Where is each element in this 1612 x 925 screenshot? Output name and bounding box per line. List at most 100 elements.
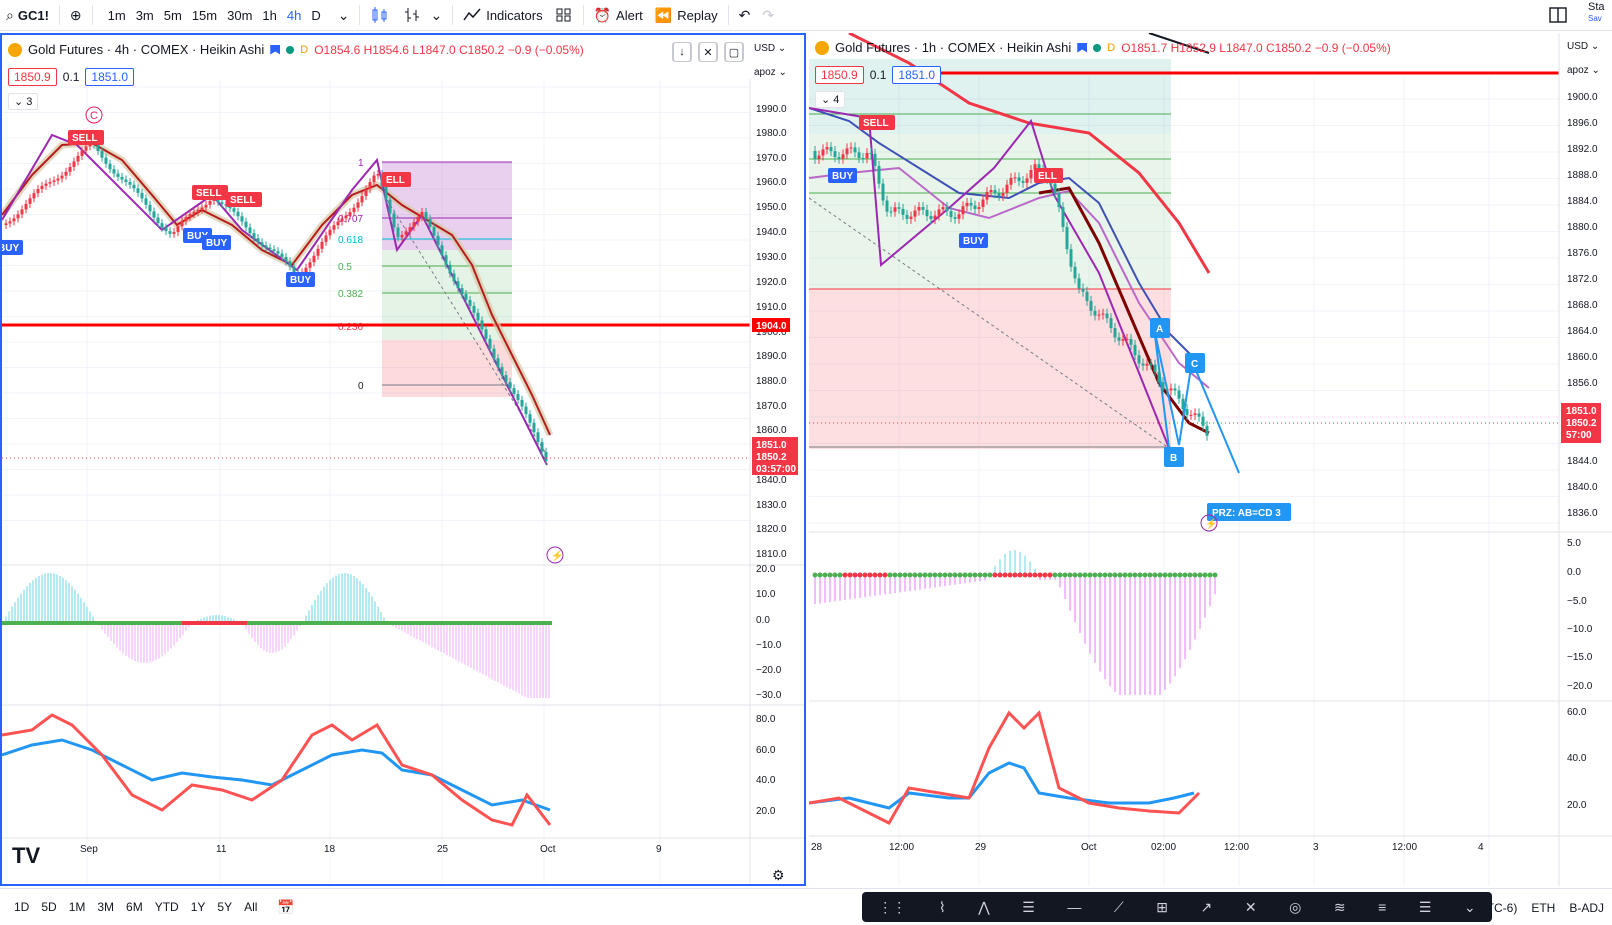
long-position-icon[interactable]: ⊞ xyxy=(1156,898,1168,915)
range-1m[interactable]: 1M xyxy=(68,900,86,914)
range-5y[interactable]: 5Y xyxy=(217,900,233,914)
chart-type-button[interactable] xyxy=(364,0,396,31)
ray-icon[interactable]: ↗ xyxy=(1200,898,1213,915)
sell-price-button[interactable]: 1850.9 xyxy=(8,68,57,86)
undo-button[interactable]: ↶ xyxy=(733,0,757,31)
horizontal-line-icon[interactable]: — xyxy=(1067,899,1082,915)
chart-settings-button[interactable]: ⚙ xyxy=(772,867,785,884)
range-1d[interactable]: 1D xyxy=(14,900,30,914)
flag-icon[interactable] xyxy=(1077,42,1088,53)
osc-dot xyxy=(1042,572,1048,578)
lightning-marker[interactable] xyxy=(546,546,564,564)
maximize-pane-button[interactable]: ▢ xyxy=(724,42,744,62)
chart-canvas-1h[interactable]: SELL BUY BUY ELL A B C PRZ: AB=CD 3⚡ 1900.0 1896.… xyxy=(809,33,1612,886)
flag-icon[interactable] xyxy=(270,44,281,55)
timeframe-d[interactable]: D xyxy=(311,7,321,23)
price-tick: 1870.0 xyxy=(756,401,787,412)
symbol-search[interactable]: ⌕ GC1! xyxy=(0,0,55,31)
start-trial-button[interactable]: Sta Sav xyxy=(1588,2,1612,24)
candle xyxy=(821,149,825,156)
goto-date-button[interactable]: 📅 xyxy=(277,899,294,916)
bar-style-button[interactable]: ⌄ xyxy=(396,0,448,31)
timeframe-3m[interactable]: 3m xyxy=(135,7,154,23)
timeframe-5m[interactable]: 5m xyxy=(163,7,182,23)
timeframe-1h[interactable]: 1h xyxy=(262,7,277,23)
tradingview-logo[interactable]: TV xyxy=(12,843,41,868)
chart-pane-1h[interactable]: SELL BUY BUY ELL A B C PRZ: AB=CD 3 ⚡ 1900.0 1896.… xyxy=(809,33,1612,886)
chevron-down-icon[interactable]: ⌄ xyxy=(1463,898,1476,915)
range-3m[interactable]: 3M xyxy=(97,900,115,914)
timeframe-dropdown[interactable]: ⌄ xyxy=(332,0,356,31)
session-toggle[interactable]: ETH xyxy=(1531,900,1556,915)
trend-line-icon[interactable]: ⟋ xyxy=(1113,898,1124,915)
fib-channel-icon[interactable]: ≋ xyxy=(1333,898,1346,915)
osc-dot xyxy=(1152,572,1158,578)
candle xyxy=(949,211,953,218)
gold-logo-icon xyxy=(815,40,829,55)
redo-button[interactable]: ↷ xyxy=(756,0,780,31)
chart-canvas-4h[interactable]: 1 0.707 0.618 0.5 0.382 0.236 0 SELL SELL SELL BUY… xyxy=(2,35,804,884)
range-5d[interactable]: 5D xyxy=(41,900,57,914)
osc-dot xyxy=(982,572,988,578)
unit-selector[interactable]: apoz ⌄ xyxy=(754,67,804,78)
lightning-marker[interactable] xyxy=(1200,514,1218,532)
osc-dot xyxy=(987,572,993,578)
sell-price-button[interactable]: 1850.9 xyxy=(815,66,864,84)
candle xyxy=(368,182,372,190)
range-1y[interactable]: 1Y xyxy=(190,900,206,914)
panel-toggle-button[interactable] xyxy=(1548,5,1568,28)
buy-price-button[interactable]: 1851.0 xyxy=(85,68,135,86)
bars-icon xyxy=(405,8,420,22)
timeframe-15m[interactable]: 15m xyxy=(191,7,218,23)
abc-pattern-icon[interactable]: ⋀ xyxy=(978,898,990,915)
candle xyxy=(1005,184,1009,193)
candle xyxy=(977,207,981,209)
range-all[interactable]: All xyxy=(244,900,258,914)
candle xyxy=(1189,414,1193,416)
move-down-button[interactable]: ↓ xyxy=(672,42,692,62)
gann-icon[interactable]: ≡ xyxy=(1378,899,1387,915)
range-ytd[interactable]: YTD xyxy=(154,900,179,914)
candle xyxy=(893,207,897,212)
fib-retracement-icon[interactable]: ☰ xyxy=(1022,898,1035,915)
chart-pane-4h[interactable]: 1 0.707 0.618 0.5 0.382 0.236 0 SELL SELL SELL BUY… xyxy=(0,33,806,886)
elliott-wave-icon[interactable]: ⌇ xyxy=(938,898,946,915)
prz-badge xyxy=(1207,503,1291,521)
range-6m[interactable]: 6M xyxy=(126,900,143,914)
timeframe-1m[interactable]: 1m xyxy=(107,7,126,23)
compare-symbol-button[interactable]: ⊕ xyxy=(64,0,88,31)
buy-price-button[interactable]: 1851.0 xyxy=(892,66,942,84)
xabcd-pattern-icon[interactable]: ✕ xyxy=(1244,898,1257,915)
adjustment-toggle[interactable]: B-ADJ xyxy=(1569,900,1604,915)
menu-icon[interactable]: ☰ xyxy=(1418,898,1432,915)
osc-dot xyxy=(1132,572,1138,578)
indicators-collapse-button[interactable]: ⌄ 4 xyxy=(815,91,846,108)
currency-selector[interactable]: USD ⌄ xyxy=(754,43,804,54)
indicators-button[interactable]: Indicators xyxy=(457,0,548,31)
price-tick: 1880.0 xyxy=(1567,222,1598,233)
candle xyxy=(416,216,420,223)
indicators-collapse-button[interactable]: ⌄ 3 xyxy=(8,93,39,110)
candle xyxy=(1157,371,1161,383)
alert-button[interactable]: ⏰ Alert xyxy=(588,0,649,31)
candle xyxy=(264,245,268,248)
timeframe-4h[interactable]: 4h xyxy=(286,7,302,23)
replay-button[interactable]: ⏪ Replay xyxy=(649,0,724,31)
osc-dot xyxy=(1062,572,1068,578)
candle xyxy=(36,189,40,194)
pattern-point-marker xyxy=(1150,318,1170,338)
unit-selector[interactable]: apoz ⌄ xyxy=(1567,65,1611,76)
timeframe-30m[interactable]: 30m xyxy=(227,7,253,23)
layout-button[interactable] xyxy=(549,0,579,31)
candle xyxy=(476,312,480,321)
collapse-pane-button[interactable]: ✕ xyxy=(698,42,718,62)
candle xyxy=(104,157,108,164)
fib-circle-icon[interactable]: ◎ xyxy=(1289,898,1302,915)
candle xyxy=(404,231,408,235)
drag-handle-icon[interactable]: ⋮⋮ xyxy=(878,898,907,915)
signal-badge xyxy=(959,233,988,248)
currency-selector[interactable]: USD ⌄ xyxy=(1567,41,1611,52)
candle xyxy=(941,207,945,210)
candle xyxy=(180,221,184,227)
